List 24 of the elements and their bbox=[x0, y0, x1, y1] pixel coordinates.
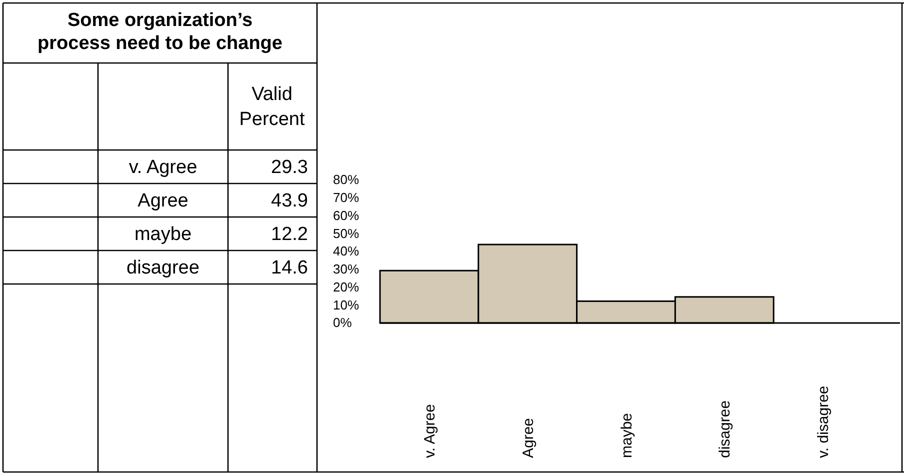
y-tick-label: 30% bbox=[333, 262, 360, 277]
x-tick-label: Agree bbox=[520, 418, 537, 458]
text: 14.6 bbox=[271, 258, 308, 278]
x-tick-label: disagree bbox=[716, 400, 734, 458]
y-tick-label: 0% bbox=[333, 315, 352, 330]
y-tick-label: 10% bbox=[333, 297, 360, 312]
x-tick-label: v. Agree bbox=[421, 404, 438, 458]
text: 12.2 bbox=[271, 224, 308, 245]
y-tick-label: 70% bbox=[333, 190, 360, 206]
text: Some organization’s process need to be change bbox=[38, 10, 282, 54]
text: v. Agree bbox=[128, 157, 198, 178]
y-tick-label: 20% bbox=[333, 279, 360, 294]
text: Agree bbox=[138, 190, 188, 212]
x-tick-label: maybe bbox=[618, 412, 636, 458]
text: disagree bbox=[126, 258, 200, 278]
y-tick-label: 40% bbox=[333, 244, 360, 259]
text: Valid Percent bbox=[239, 84, 306, 130]
y-tick-label: 80% bbox=[333, 172, 360, 188]
x-tick-label: v. disagree bbox=[815, 386, 832, 458]
text: maybe bbox=[134, 224, 192, 245]
text: 43.9 bbox=[271, 190, 308, 212]
y-tick-label: 50% bbox=[333, 226, 360, 241]
text: 29.3 bbox=[271, 157, 308, 178]
y-tick-label: 60% bbox=[333, 208, 360, 223]
